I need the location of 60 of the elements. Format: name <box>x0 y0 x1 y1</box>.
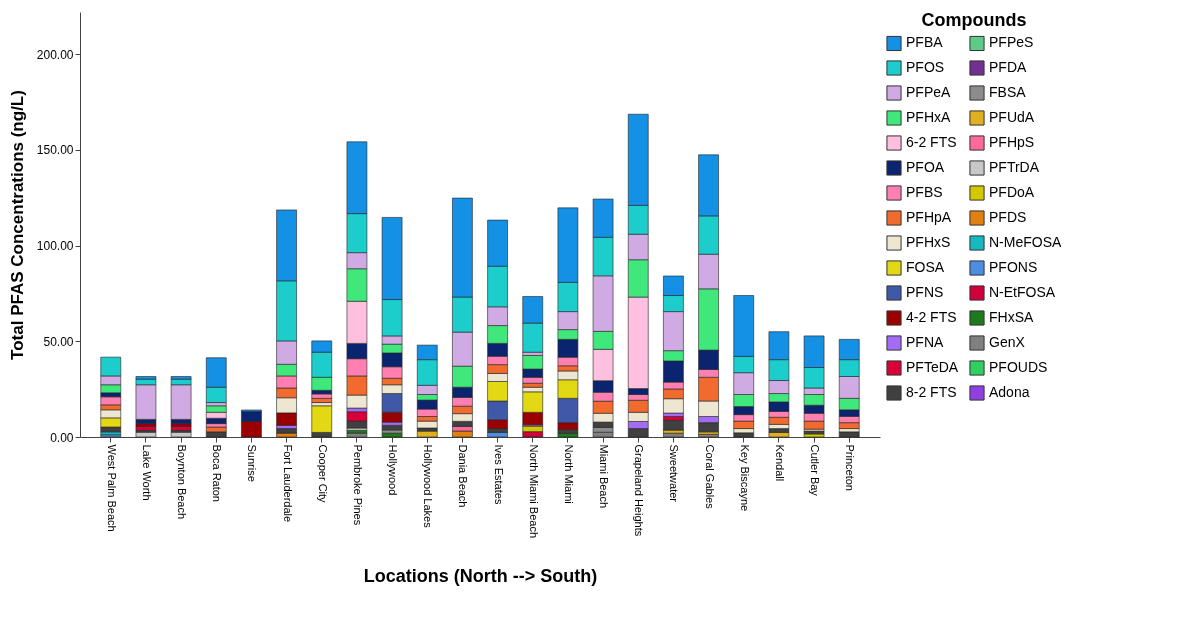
x-tick-label: Coral Gables <box>703 444 716 510</box>
legend-label: PFHpS <box>989 134 1035 150</box>
y-tick-label: 100.00 <box>36 239 74 254</box>
x-tick-label: Boynton Beach <box>176 444 189 520</box>
legend-label: 8-2 FTS <box>906 384 957 400</box>
legend-label: PFNA <box>906 334 944 350</box>
x-tick-label: Boca Raton <box>211 444 224 502</box>
y-tick-label: 150.00 <box>36 143 74 158</box>
legend-label: PFOA <box>906 159 945 175</box>
x-tick-label: Key Biscayne <box>738 444 751 512</box>
legend-label: PFOUDS <box>989 359 1048 375</box>
x-tick-label: North Miami <box>562 444 575 504</box>
legend-label: PFONS <box>989 259 1038 275</box>
x-tick-label: Cooper City <box>316 444 329 504</box>
x-axis-title: Locations (North --> South) <box>363 566 598 587</box>
legend-label: Adona <box>989 384 1030 400</box>
legend-label: PFHpA <box>906 209 952 225</box>
y-tick-label: 50.00 <box>43 334 74 349</box>
legend-label: PFDoA <box>989 184 1035 200</box>
x-tick-label: West Palm Beach <box>105 444 118 532</box>
x-tick-label: Cutler Bay <box>809 444 822 497</box>
legend-label: PFNS <box>906 284 944 300</box>
legend-label: PFTrDA <box>989 159 1040 175</box>
legend-label: PFDS <box>989 209 1027 225</box>
legend-label: PFPeA <box>906 84 952 100</box>
x-tick-label: Hollywood Lakes <box>422 444 435 529</box>
legend-title: Compounds <box>921 10 1027 30</box>
legend-label: PFBA <box>906 34 944 51</box>
legend-label: PFTeDA <box>906 359 959 375</box>
x-tick-label: Grapeland Heights <box>633 444 646 537</box>
legend-label: FBSA <box>989 84 1027 100</box>
x-tick-label: Princeton <box>844 444 857 491</box>
legend-label: PFBS <box>906 184 943 200</box>
y-tick-label: 200.00 <box>36 47 74 62</box>
x-tick-label: Lake Worth <box>140 444 153 501</box>
y-tick-label: 0.00 <box>50 430 74 445</box>
x-tick-label: North Miami Beach <box>527 444 540 539</box>
legend-label: FHxSA <box>989 309 1034 325</box>
legend-label: PFHxA <box>906 109 951 125</box>
legend-label: PFUdA <box>989 109 1035 125</box>
legend-label: PFOS <box>906 59 945 75</box>
x-tick-label: Sunrise <box>246 444 259 482</box>
x-tick-label: Hollywood <box>387 444 400 496</box>
legend-label: PFPeS <box>989 34 1034 51</box>
legend-label: 4-2 FTS <box>906 309 957 325</box>
x-tick-label: Fort Lauderdale <box>281 444 294 523</box>
x-tick-label: Ives Estates <box>492 444 505 505</box>
legend-label: N-EtFOSA <box>989 284 1056 300</box>
x-tick-label: Sweetwater <box>668 444 681 503</box>
legend-label: PFDA <box>989 59 1027 75</box>
x-tick-label: Pembroke Pines <box>351 444 364 526</box>
y-axis-title: Total PFAS Concentrations (ng/L) <box>7 90 27 360</box>
legend-label: N-MeFOSA <box>989 234 1062 250</box>
x-tick-label: Miami Beach <box>598 444 611 509</box>
legend-label: 6-2 FTS <box>906 134 957 150</box>
x-tick-label: Kendall <box>773 444 786 482</box>
legend-label: GenX <box>989 334 1026 350</box>
legend-label: PFHxS <box>906 234 951 250</box>
x-tick-label: Dania Beach <box>457 444 470 508</box>
legend-label: FOSA <box>906 259 945 275</box>
